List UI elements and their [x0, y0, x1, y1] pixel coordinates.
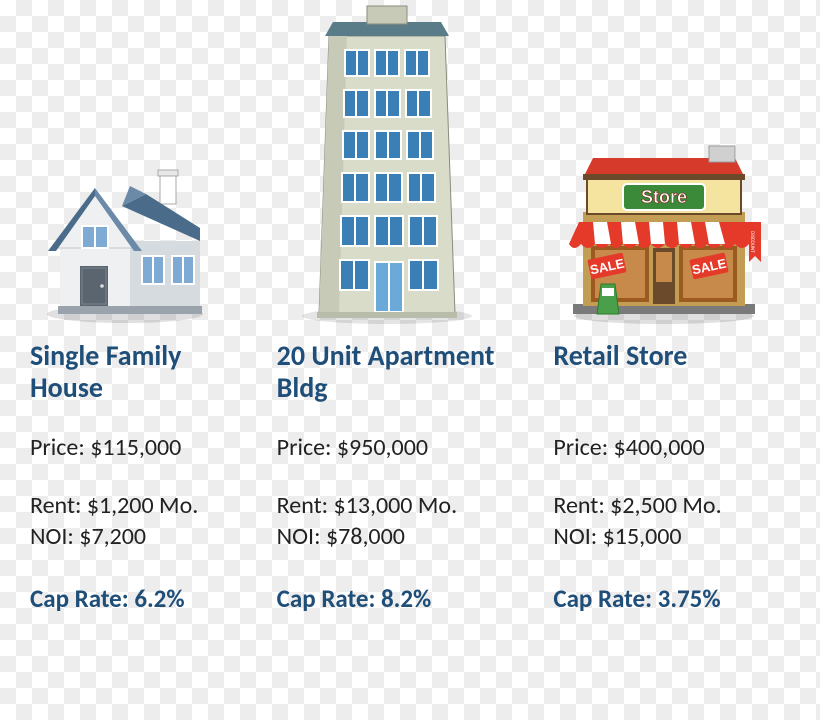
- house-rent: Rent: $1,200 Mo.: [30, 492, 259, 520]
- apartment-noi: NOI: $78,000: [277, 523, 506, 551]
- apartment-icon: [287, 0, 487, 326]
- apartment-title: 20 Unit Apartment Bldg: [277, 340, 506, 408]
- store-caprate: Cap Rate: 3.75%: [553, 583, 782, 614]
- column-apartment: 20 Unit Apartment Bldg Price: $950,000 R…: [277, 0, 524, 700]
- store-icon-box: SALE SALE: [553, 0, 782, 340]
- house-title: Single Family House: [30, 340, 259, 408]
- store-price: Price: $400,000: [553, 434, 782, 462]
- property-comparison: Single Family House Price: $115,000 Rent…: [0, 0, 820, 720]
- house-icon: [30, 136, 220, 326]
- apartment-icon-box: [277, 0, 506, 340]
- svg-text:DISCOUNT: DISCOUNT: [749, 231, 755, 253]
- house-caprate: Cap Rate: 6.2%: [30, 583, 259, 614]
- apartment-rent: Rent: $13,000 Mo.: [277, 492, 506, 520]
- store-icon: SALE SALE: [559, 126, 769, 326]
- house-noi: NOI: $7,200: [30, 523, 259, 551]
- store-rent: Rent: $2,500 Mo.: [553, 492, 782, 520]
- apartment-price: Price: $950,000: [277, 434, 506, 462]
- column-store: SALE SALE: [523, 0, 800, 700]
- column-house: Single Family House Price: $115,000 Rent…: [30, 0, 277, 700]
- house-icon-box: [30, 0, 259, 340]
- store-title: Retail Store: [553, 340, 782, 408]
- house-price: Price: $115,000: [30, 434, 259, 462]
- store-noi: NOI: $15,000: [553, 523, 782, 551]
- apartment-caprate: Cap Rate: 8.2%: [277, 583, 506, 614]
- svg-text:Store: Store: [641, 187, 687, 207]
